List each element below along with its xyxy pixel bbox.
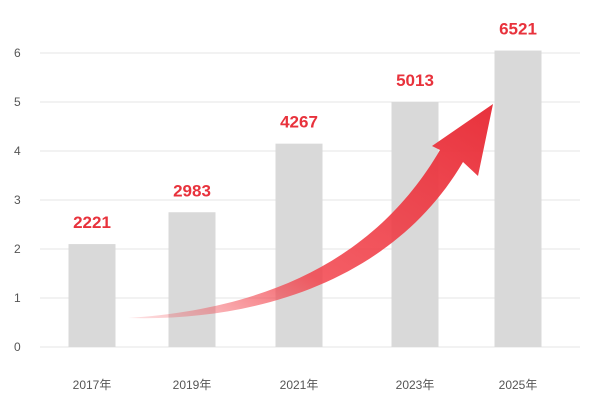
data-label: 2221 bbox=[73, 213, 111, 232]
y-tick-label: 6 bbox=[14, 46, 21, 60]
x-tick-label: 2023年 bbox=[396, 378, 435, 392]
x-axis-ticks: 2017年 2019年 2021年 2023年 2025年 bbox=[73, 378, 538, 392]
data-label: 6521 bbox=[499, 20, 537, 39]
bar-2019年 bbox=[168, 212, 216, 347]
trend-arrow bbox=[128, 104, 493, 319]
x-tick-label: 2025年 bbox=[499, 378, 538, 392]
y-tick-label: 3 bbox=[14, 193, 21, 207]
y-axis-ticks: 0 1 2 3 4 5 6 bbox=[14, 46, 21, 354]
trend-arrow-icon bbox=[128, 104, 493, 319]
x-tick-label: 2019年 bbox=[173, 378, 212, 392]
bar-2017年 bbox=[68, 244, 116, 347]
y-tick-label: 5 bbox=[14, 95, 21, 109]
x-tick-label: 2021年 bbox=[280, 378, 319, 392]
y-tick-label: 2 bbox=[14, 242, 21, 256]
data-label: 2983 bbox=[173, 181, 211, 200]
x-tick-label: 2017年 bbox=[73, 378, 112, 392]
data-label: 4267 bbox=[280, 113, 318, 132]
y-tick-label: 1 bbox=[14, 291, 21, 305]
data-label: 5013 bbox=[396, 71, 434, 90]
bar-2025年 bbox=[494, 50, 542, 348]
bars bbox=[68, 50, 542, 348]
data-labels: 2221 2983 4267 5013 6521 bbox=[73, 20, 537, 233]
y-tick-label: 0 bbox=[14, 340, 21, 354]
bar-2021年 bbox=[275, 143, 323, 347]
y-tick-label: 4 bbox=[14, 144, 21, 158]
